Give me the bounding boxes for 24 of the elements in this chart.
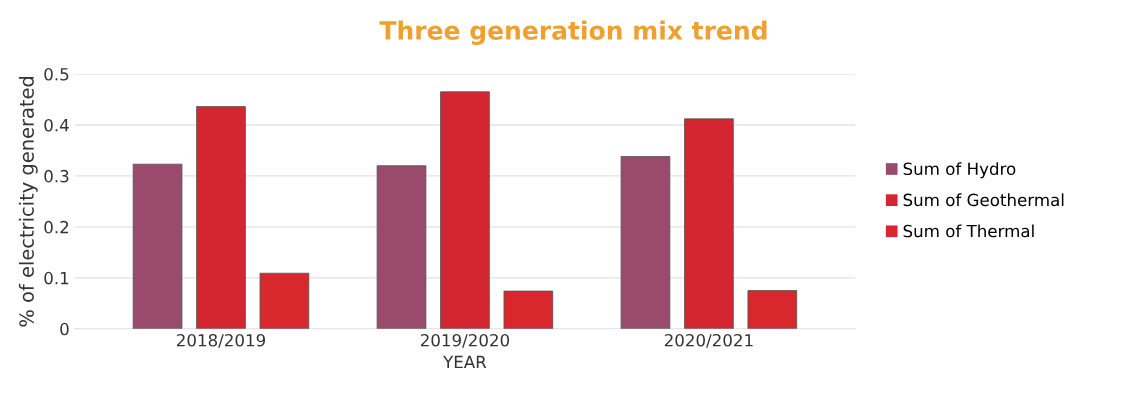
bar: [503, 290, 554, 329]
chart-title: Three generation mix trend: [379, 20, 767, 45]
bar: [747, 290, 798, 329]
y-tick-label: 0.2: [44, 220, 69, 234]
legend-label: Sum of Thermal: [903, 224, 1034, 238]
bar: [259, 272, 310, 329]
bar: [684, 118, 734, 329]
y-tick-label: 0.4: [44, 118, 69, 132]
y-axis-title: % of electricity generated: [18, 76, 38, 327]
y-tick-label: 0.5: [44, 67, 69, 81]
legend-label: Sum of Geothermal: [903, 193, 1064, 207]
x-tick-label: 2018/2019: [176, 333, 266, 348]
x-tick-label: 2019/2020: [420, 333, 510, 348]
bar: [196, 106, 246, 329]
bar: [376, 165, 427, 329]
bar: [132, 163, 183, 329]
x-tick-label: 2020/2021: [664, 333, 753, 348]
legend-label: Sum of Hydro: [903, 162, 1016, 179]
y-tick-label: 0: [60, 322, 69, 336]
bar: [440, 91, 490, 329]
x-axis-title: YEAR: [443, 355, 487, 369]
y-tick-label: 0.1: [44, 271, 69, 285]
bar: [620, 156, 671, 329]
y-tick-label: 0.3: [44, 169, 69, 183]
